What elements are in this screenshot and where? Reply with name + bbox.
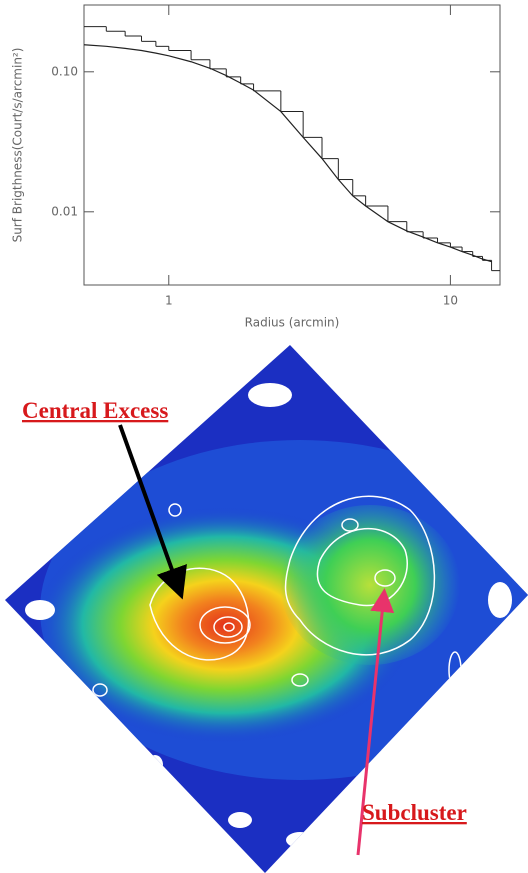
y-tick-label: 0.10: [51, 64, 78, 78]
arrow: [356, 588, 395, 856]
arrow: [118, 424, 187, 600]
model-curve: [83, 44, 492, 263]
x-tick-label: 10: [443, 294, 458, 308]
profile-plot: Radius (arcmin) Surf Brigthness(Court/s/…: [11, 4, 501, 330]
x-tick-label: 1: [165, 294, 173, 308]
annotation: Central Excess: [22, 398, 168, 423]
y-axis-label: Surf Brigthness(Court/s/arcmin²): [11, 48, 25, 243]
plot-frame: [83, 4, 501, 286]
x-axis-label: Radius (arcmin): [245, 316, 340, 330]
y-tick-label: 0.01: [51, 204, 78, 218]
annotation: Subcluster: [362, 800, 467, 825]
